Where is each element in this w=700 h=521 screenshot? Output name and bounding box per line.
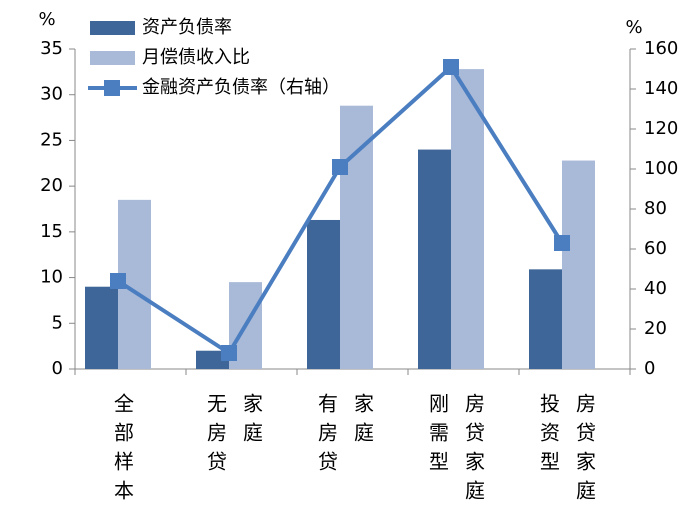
y-unit: % bbox=[38, 9, 55, 30]
bar bbox=[529, 269, 562, 369]
y2-tick-label: 160 bbox=[644, 38, 678, 59]
y-tick-label: 15 bbox=[40, 221, 63, 242]
legend-swatch bbox=[90, 21, 135, 35]
y-tick-label: 25 bbox=[40, 129, 63, 150]
y-tick-label: 5 bbox=[52, 312, 63, 333]
bar bbox=[418, 149, 451, 369]
line-marker bbox=[110, 273, 126, 289]
y-tick-label: 0 bbox=[52, 358, 63, 379]
y2-tick-label: 60 bbox=[644, 238, 667, 259]
line-marker bbox=[443, 59, 459, 75]
line-marker bbox=[221, 345, 237, 361]
y2-tick-label: 0 bbox=[644, 358, 655, 379]
y-tick-label: 35 bbox=[40, 38, 63, 59]
x-tick-label: 全部样本 bbox=[111, 393, 135, 509]
y2-tick-label: 140 bbox=[644, 78, 678, 99]
bar bbox=[196, 350, 229, 369]
legend-marker bbox=[104, 80, 120, 96]
bar bbox=[307, 219, 340, 369]
line-marker bbox=[332, 159, 348, 175]
x-tick-label: 刚需型 bbox=[426, 393, 450, 480]
y2-unit: % bbox=[625, 17, 642, 38]
y2-tick-label: 40 bbox=[644, 278, 667, 299]
legend-label: 金融资产负债率（右轴） bbox=[142, 77, 340, 98]
y2-tick-label: 80 bbox=[644, 198, 667, 219]
legend-swatch bbox=[90, 51, 135, 65]
y-tick-label: 20 bbox=[40, 175, 63, 196]
x-tick-label: 家庭 bbox=[351, 393, 375, 451]
x-tick-label: 无房贷 bbox=[204, 393, 228, 480]
y-tick-label: 30 bbox=[40, 84, 63, 105]
bar bbox=[85, 286, 118, 369]
legend-label: 月偿债收入比 bbox=[142, 47, 250, 68]
legend-label: 资产负债率 bbox=[142, 17, 232, 38]
y-tick-label: 10 bbox=[40, 267, 63, 288]
y2-tick-label: 120 bbox=[644, 118, 678, 139]
bar bbox=[451, 69, 484, 369]
bar bbox=[340, 105, 373, 369]
y2-tick-label: 20 bbox=[644, 318, 667, 339]
x-tick-label: 投资型 bbox=[537, 393, 561, 480]
bar bbox=[562, 160, 595, 369]
x-tick-label: 房贷家庭 bbox=[462, 393, 486, 509]
line-marker bbox=[554, 235, 570, 251]
x-tick-label: 家庭 bbox=[240, 393, 264, 451]
x-tick-label: 房贷家庭 bbox=[573, 393, 597, 509]
x-tick-label: 有房贷 bbox=[315, 393, 339, 480]
y2-tick-label: 100 bbox=[644, 158, 678, 179]
